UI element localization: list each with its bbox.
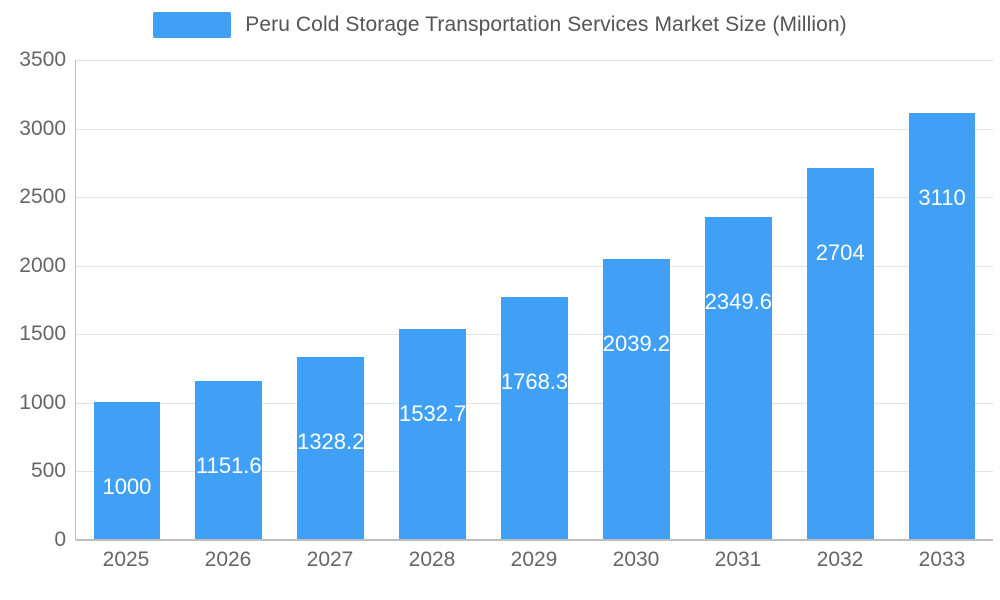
x-tick-label: 2030	[612, 548, 660, 571]
bar[interactable]: 1000	[93, 401, 161, 539]
bar-value-label: 1000	[102, 473, 152, 499]
y-tick-label: 1000	[19, 390, 66, 414]
chart-legend: Peru Cold Storage Transportation Service…	[0, 12, 1000, 38]
y-axis-labels: 0 500 1000 1500 2000 2500 3000 3500	[0, 48, 66, 551]
x-axis-labels: 2025 2026 2027 2028 2029 2030 2031 2032 2033	[75, 548, 993, 588]
legend-swatch-series-1	[153, 12, 232, 38]
bar-value-label: 2349.6	[704, 288, 772, 314]
bar[interactable]: 2704	[806, 168, 874, 539]
x-tick-label: 2031	[714, 548, 762, 571]
gridline	[76, 197, 993, 199]
bar[interactable]: 2349.6	[704, 216, 772, 539]
x-tick-label: 2026	[204, 548, 252, 571]
y-tick-label: 2000	[19, 253, 66, 277]
y-tick-label: 3500	[19, 48, 66, 71]
gridline	[76, 540, 993, 541]
bar-slot: 1000	[76, 60, 178, 539]
bar-value-label: 1328.2	[297, 428, 365, 454]
bar-slot: 2349.6	[687, 60, 789, 539]
bar-slot: 2039.2	[585, 60, 687, 539]
bar[interactable]: 2039.2	[603, 259, 670, 539]
x-tick-label: 2033	[918, 548, 966, 571]
bar-slot: 1151.6	[178, 60, 280, 539]
x-tick-label: 2032	[816, 548, 864, 571]
y-tick-label: 2500	[19, 185, 66, 209]
gridline	[76, 265, 993, 267]
bar-value-label: 1768.3	[500, 368, 569, 394]
gridline	[76, 128, 993, 130]
bar-slot: 3110	[891, 60, 993, 539]
x-tick-label: 2028	[408, 548, 456, 571]
x-tick-label: 2029	[510, 548, 558, 571]
bar-slot: 1328.2	[280, 60, 382, 539]
y-tick-label: 0	[54, 528, 66, 551]
x-tick-label: 2027	[306, 548, 354, 571]
bar-value-label: 2704	[815, 240, 865, 266]
y-tick-label: 1500	[19, 322, 66, 346]
y-tick-label: 500	[30, 459, 66, 483]
bar-value-label: 1151.6	[196, 453, 262, 479]
x-tick-label: 2025	[102, 548, 150, 571]
bar-value-label: 2039.2	[602, 331, 671, 357]
bar-slot: 2704	[789, 60, 891, 539]
y-tick-label: 3000	[19, 116, 66, 140]
legend-label-series-1: Peru Cold Storage Transportation Service…	[245, 13, 847, 36]
bar[interactable]: 1328.2	[297, 356, 365, 539]
bar[interactable]: 1768.3	[500, 296, 569, 539]
bar[interactable]: 1151.6	[195, 381, 263, 539]
bar-value-label: 1532.7	[398, 400, 467, 426]
bar-value-label: 3110	[918, 184, 966, 210]
plot-area: 1000 1151.6 1328.2 1532.7 1768.3 2039.2 2349.6…	[75, 60, 993, 541]
bar-series: 1000 1151.6 1328.2 1532.7 1768.3 2039.2 2349.6…	[76, 60, 993, 539]
bar-slot: 1532.7	[382, 60, 484, 539]
bar-slot: 1768.3	[484, 60, 586, 539]
bar[interactable]: 1532.7	[398, 328, 467, 539]
gridline	[76, 60, 993, 61]
bar[interactable]: 3110	[908, 112, 976, 539]
